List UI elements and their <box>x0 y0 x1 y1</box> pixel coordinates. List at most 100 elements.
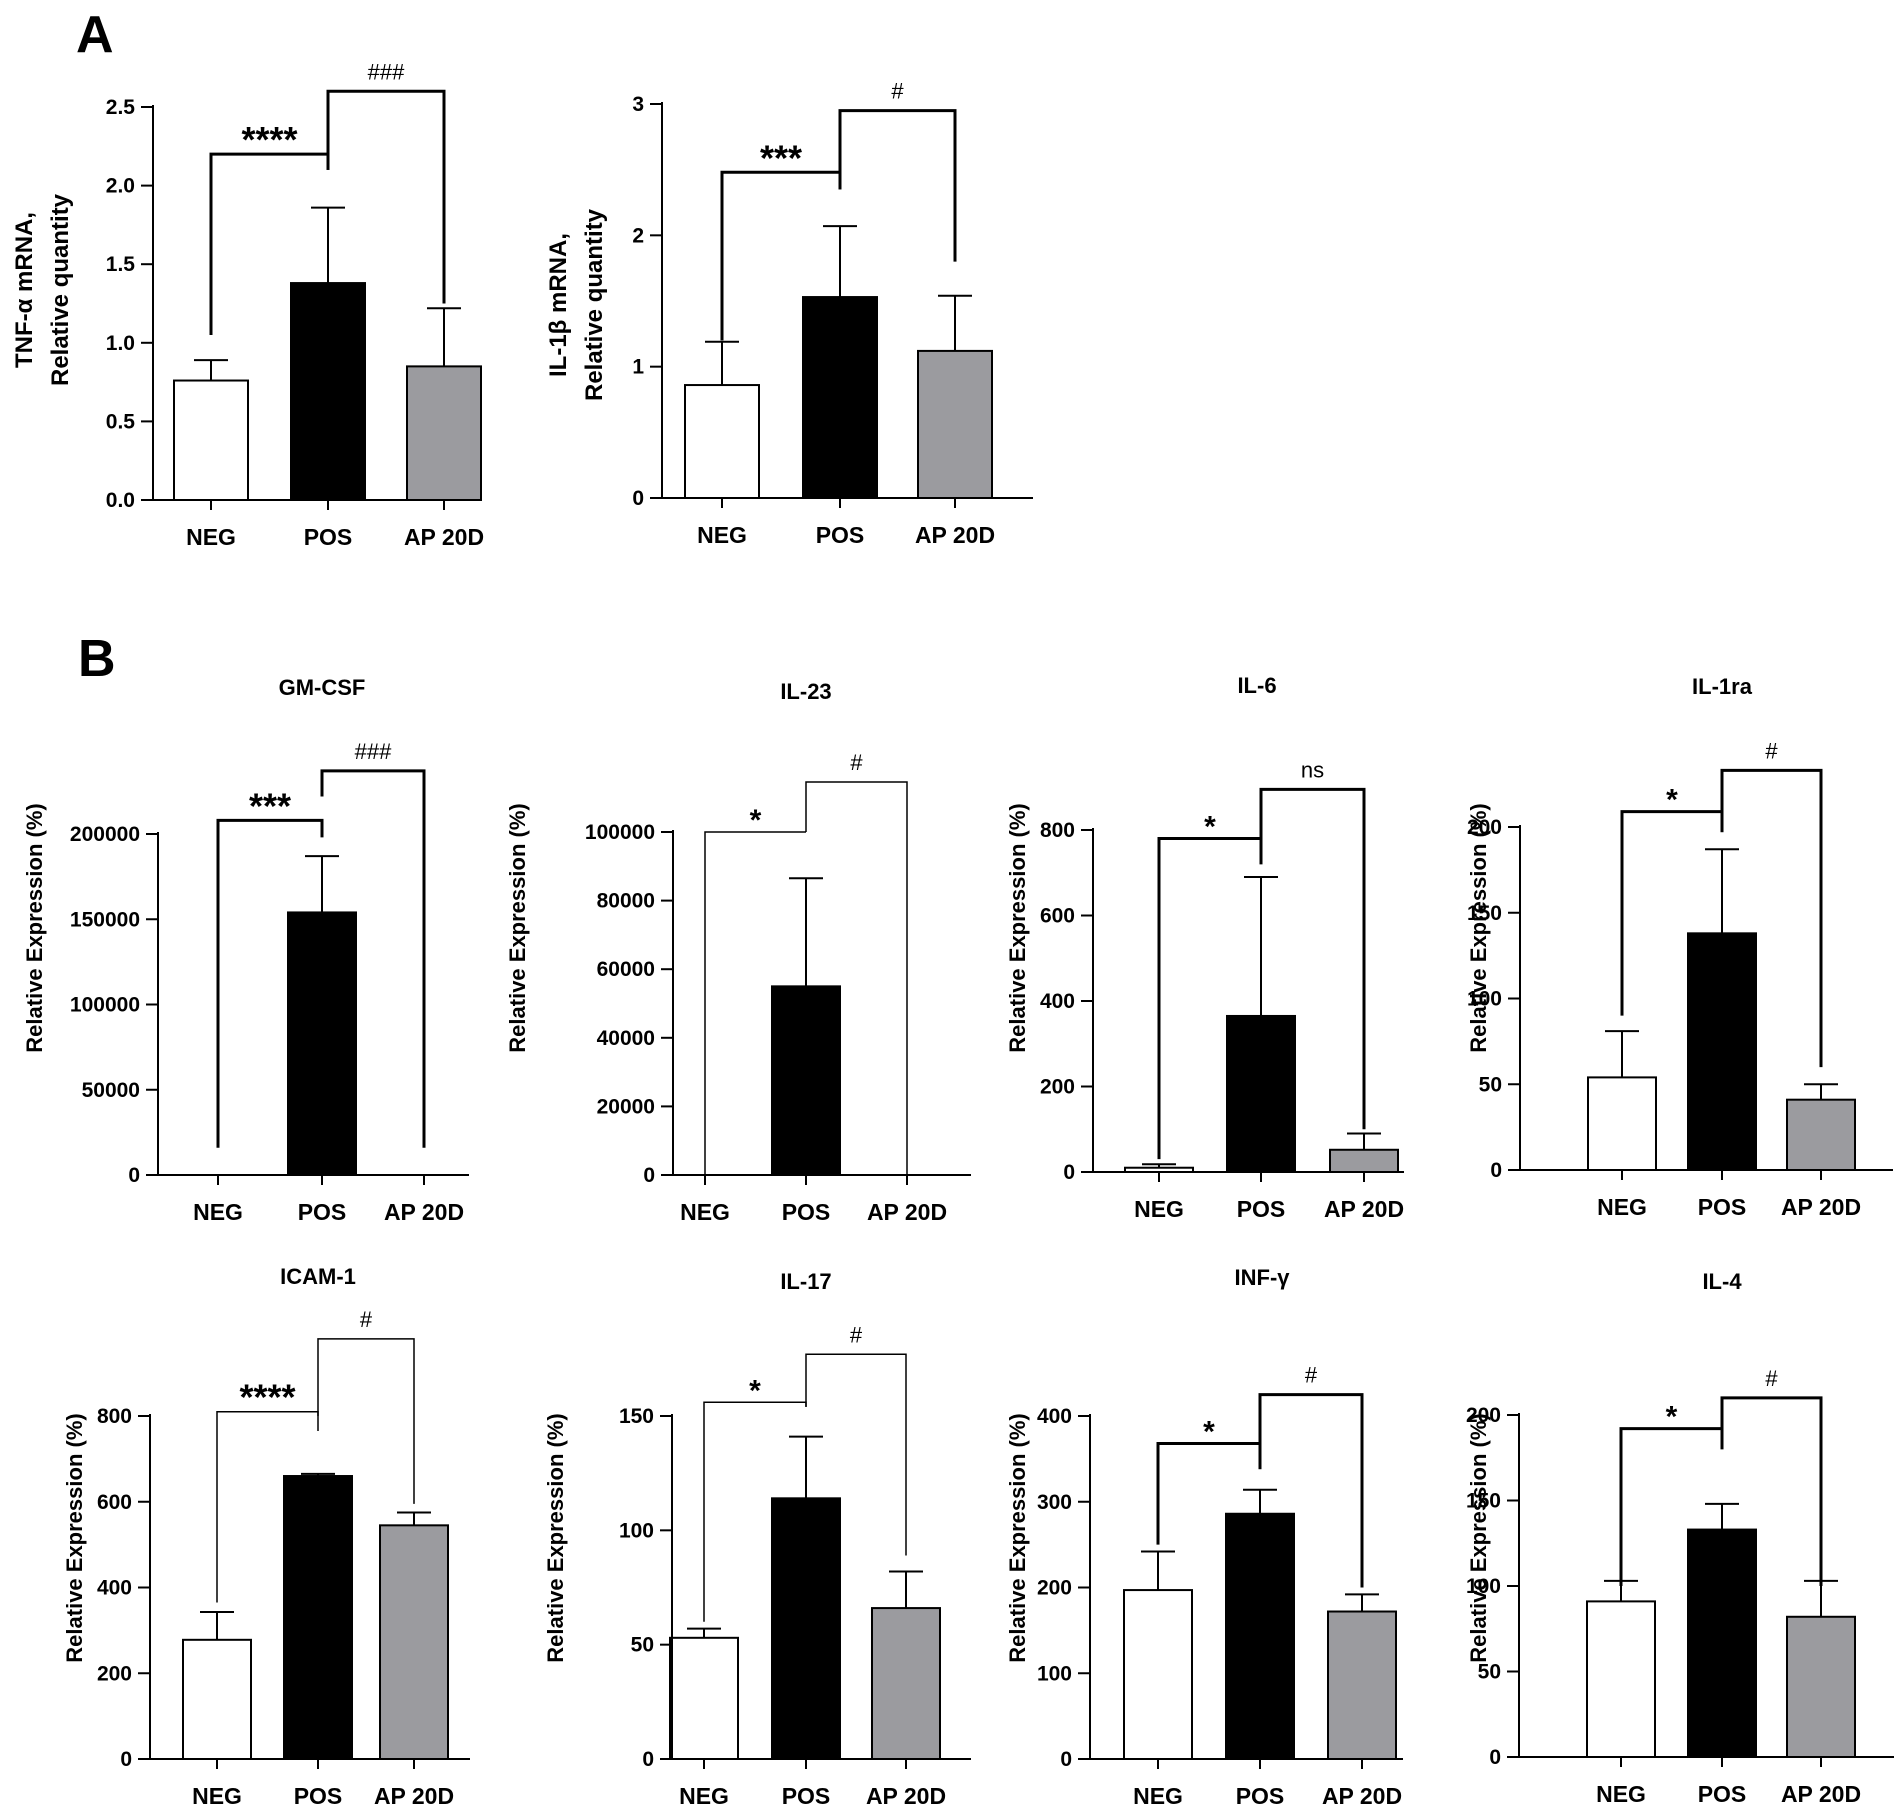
y-tick-label: 20000 <box>597 1095 655 1118</box>
significance-bracket <box>805 781 908 1175</box>
bar-neg <box>684 384 760 500</box>
bar-neg <box>173 379 249 502</box>
y-tick-label: 200 <box>1467 816 1502 839</box>
x-tick-label: POS <box>294 1783 343 1809</box>
significance-bracket <box>216 818 324 1148</box>
chart-il-23: IL-23 Relative Expression (%) 0 20000 40000 6… <box>505 679 971 1225</box>
y-tick-label: 400 <box>1040 990 1075 1013</box>
y-tick-label: 0 <box>1060 1748 1072 1771</box>
y-tick-label: 400 <box>1037 1405 1072 1428</box>
significance-hash: ### <box>355 739 392 764</box>
y-tick-label: 100000 <box>70 994 140 1017</box>
significance-hash: # <box>891 79 904 104</box>
x-tick-label: NEG <box>1596 1781 1646 1807</box>
y-axis-label-line: Relative quantity <box>47 193 74 386</box>
significance-hash: # <box>1765 1366 1778 1391</box>
significance-bracket <box>320 769 426 1148</box>
chart-il-4: IL-4 Relative Expression (%) 0 50 100 150 200 N… <box>1466 1269 1894 1807</box>
y-tick-label: 200 <box>1466 1404 1501 1427</box>
chart-title: IL-6 <box>1237 673 1276 698</box>
x-tick-label: NEG <box>1597 1194 1647 1220</box>
x-tick-label: POS <box>782 1783 831 1809</box>
x-tick-label: AP 20D <box>374 1783 454 1809</box>
chart-inf-gamma: INF-γ Relative Expression (%) 0 100 200 300 40… <box>1005 1265 1403 1809</box>
y-tick-label: 200 <box>1040 1076 1075 1099</box>
bar-pos <box>1225 1512 1295 1760</box>
significance-stars: *** <box>760 137 802 178</box>
bar-pos <box>1687 1528 1757 1758</box>
x-tick-label: NEG <box>186 524 236 550</box>
y-tick-label: 0 <box>642 1748 654 1771</box>
chart-title: IL-1ra <box>1692 674 1753 699</box>
significance-bracket <box>317 1338 415 1504</box>
bar-pos <box>802 296 878 499</box>
y-tick-label: 0 <box>643 1164 655 1187</box>
y-tick-label: 100 <box>1037 1662 1072 1685</box>
x-tick-label: POS <box>1237 1196 1286 1222</box>
y-tick-label: 0 <box>1490 1159 1502 1182</box>
x-tick-label: NEG <box>697 522 747 548</box>
y-tick-label: 3 <box>632 93 644 116</box>
bar-pos <box>287 911 357 1176</box>
bar-ap-20d <box>379 1524 449 1761</box>
x-tick-label: NEG <box>192 1783 242 1809</box>
chart-tnf-alpha: TNF-α mRNA, Relative quantity 0.0 0.5 1.0 1.5… <box>11 59 484 550</box>
y-tick-label: 0 <box>632 487 644 510</box>
significance-bracket <box>216 1410 319 1603</box>
y-tick-label: 50000 <box>82 1079 140 1102</box>
y-axis-label-line: TNF-α mRNA, <box>11 212 38 368</box>
y-axis-label: IL-1β mRNA, Relative quantity <box>545 208 608 401</box>
chart-icam-1: ICAM-1 Relative Expression (%) 0 200 400 600 8… <box>62 1264 470 1809</box>
chart-title: IL-4 <box>1702 1269 1742 1294</box>
y-tick-label: 600 <box>97 1491 132 1514</box>
x-tick-label: NEG <box>679 1783 729 1809</box>
y-tick-label: 1 <box>632 356 644 379</box>
x-tick-label: POS <box>1698 1781 1747 1807</box>
significance-bracket <box>1259 787 1366 1130</box>
bar-ap-20d <box>1786 1098 1856 1172</box>
panel-label-b: B <box>78 630 116 688</box>
y-tick-label: 50 <box>631 1634 654 1657</box>
significance-stars: **** <box>241 119 297 160</box>
bar-pos <box>771 1497 841 1760</box>
x-tick-label: NEG <box>193 1199 243 1225</box>
y-tick-label: 80000 <box>597 890 655 913</box>
y-tick-label: 100000 <box>585 821 655 844</box>
y-axis-label-line: Relative Expression (%) <box>1466 803 1491 1052</box>
significance-bracket <box>1258 1393 1364 1588</box>
chart-il-6: IL-6 Relative Expression (%) 0 200 400 600 800… <box>1005 673 1404 1222</box>
x-tick-label: POS <box>298 1199 347 1225</box>
x-tick-label: POS <box>1698 1194 1747 1220</box>
y-axis-label-line: Relative Expression (%) <box>62 1413 87 1662</box>
y-tick-label: 200 <box>97 1662 132 1685</box>
y-axis-label: Relative Expression (%) <box>1005 803 1030 1052</box>
y-tick-label: 200000 <box>70 823 140 846</box>
y-tick-label: 0 <box>120 1748 132 1771</box>
significance-stars: **** <box>239 1377 295 1418</box>
significance-bracket <box>1720 1396 1823 1586</box>
bar-neg <box>1586 1600 1656 1759</box>
significance-bracket <box>838 109 957 262</box>
y-axis-label: Relative Expression (%) <box>1466 1413 1491 1662</box>
bar-ap-20d <box>406 365 482 501</box>
significance-bracket <box>326 89 446 304</box>
chart-il-1ra: IL-1ra Relative Expression (%) 0 50 100 150 20… <box>1466 674 1893 1220</box>
x-tick-label: AP 20D <box>1322 1783 1402 1809</box>
y-tick-label: 800 <box>1040 819 1075 842</box>
x-tick-label: POS <box>1236 1783 1285 1809</box>
significance-bracket <box>1720 768 1823 1068</box>
y-axis-label-line: Relative Expression (%) <box>22 803 47 1052</box>
y-tick-label: 100 <box>1467 988 1502 1011</box>
bar-ap-20d <box>1786 1615 1856 1759</box>
chart-title: GM-CSF <box>279 675 366 700</box>
y-tick-label: 40000 <box>597 1027 655 1050</box>
y-tick-label: 200 <box>1037 1577 1072 1600</box>
y-tick-label: 1.0 <box>106 332 135 355</box>
bar-pos <box>1226 1014 1296 1174</box>
significance-stars: * <box>750 804 762 837</box>
chart-title: ICAM-1 <box>280 1264 356 1289</box>
y-tick-label: 2.5 <box>106 96 136 119</box>
y-tick-label: 800 <box>97 1405 132 1428</box>
significance-stars: * <box>749 1374 761 1407</box>
